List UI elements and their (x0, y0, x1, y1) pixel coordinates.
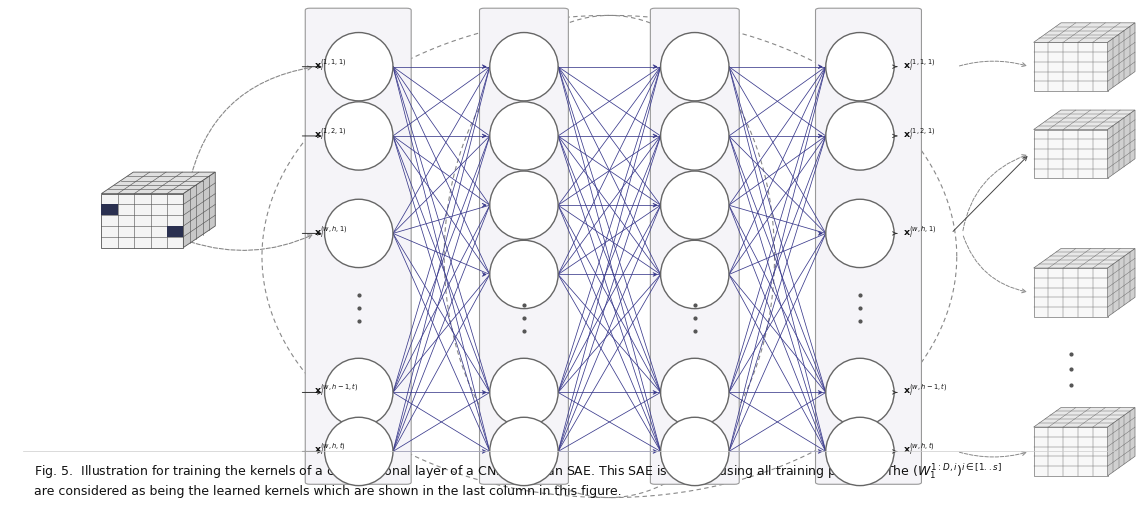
Polygon shape (1034, 43, 1107, 91)
Ellipse shape (826, 358, 894, 427)
Bar (167, 226, 183, 237)
FancyBboxPatch shape (305, 8, 411, 484)
Text: $\mathbf{x}_i^{(1,2,1)}$: $\mathbf{x}_i^{(1,2,1)}$ (903, 127, 935, 142)
Polygon shape (1107, 110, 1134, 179)
FancyBboxPatch shape (650, 8, 739, 484)
Polygon shape (1034, 407, 1134, 427)
Text: $\mathbf{x}_i^{(w,h,1)}$: $\mathbf{x}_i^{(w,h,1)}$ (314, 224, 347, 240)
Ellipse shape (661, 171, 729, 240)
Polygon shape (1034, 110, 1134, 130)
Polygon shape (101, 172, 215, 194)
Polygon shape (1034, 23, 1134, 43)
Ellipse shape (490, 358, 558, 427)
Ellipse shape (661, 417, 729, 486)
Ellipse shape (325, 417, 393, 486)
Ellipse shape (490, 240, 558, 309)
Text: $\mathbf{x}_i^{(1,2,1)}$: $\mathbf{x}_i^{(1,2,1)}$ (314, 127, 346, 142)
Text: $\mathbf{x}_i^{(1,1,1)}$: $\mathbf{x}_i^{(1,1,1)}$ (314, 57, 346, 73)
Text: $\mathbf{x}_i^{(w,h,1)}$: $\mathbf{x}_i^{(w,h,1)}$ (903, 224, 936, 240)
Text: $\mathbf{x}_i^{(w,h-1,t)}$: $\mathbf{x}_i^{(w,h-1,t)}$ (903, 383, 948, 399)
Text: $\mathbf{x}_i^{(w,h,t)}$: $\mathbf{x}_i^{(w,h,t)}$ (314, 442, 346, 458)
Ellipse shape (826, 32, 894, 101)
Bar (101, 205, 117, 215)
Ellipse shape (661, 32, 729, 101)
Ellipse shape (325, 199, 393, 268)
Ellipse shape (826, 199, 894, 268)
Polygon shape (1107, 407, 1134, 476)
Ellipse shape (490, 417, 558, 486)
Ellipse shape (325, 32, 393, 101)
Text: $\mathbf{x}_i^{(w,h,t)}$: $\mathbf{x}_i^{(w,h,t)}$ (903, 442, 935, 458)
Ellipse shape (661, 240, 729, 309)
Polygon shape (1034, 427, 1107, 476)
Text: $\mathbf{x}_i^{(1,1,1)}$: $\mathbf{x}_i^{(1,1,1)}$ (903, 57, 935, 73)
Polygon shape (1107, 249, 1134, 317)
Ellipse shape (490, 171, 558, 240)
Polygon shape (1034, 130, 1107, 179)
Polygon shape (1034, 249, 1134, 268)
Polygon shape (1107, 23, 1134, 91)
Ellipse shape (826, 417, 894, 486)
Ellipse shape (661, 102, 729, 170)
Ellipse shape (661, 358, 729, 427)
Ellipse shape (325, 358, 393, 427)
Ellipse shape (826, 102, 894, 170)
Polygon shape (183, 172, 215, 248)
FancyBboxPatch shape (480, 8, 568, 484)
FancyBboxPatch shape (816, 8, 921, 484)
Ellipse shape (325, 102, 393, 170)
Text: Fig. 5.  Illustration for training the kernels of a convolutional layer of a CNN: Fig. 5. Illustration for training the ke… (34, 462, 1002, 481)
Ellipse shape (490, 102, 558, 170)
Polygon shape (101, 194, 183, 248)
Text: $\mathbf{x}_i^{(w,h-1,t)}$: $\mathbf{x}_i^{(w,h-1,t)}$ (314, 383, 359, 399)
Text: are considered as being the learned kernels which are shown in the last column i: are considered as being the learned kern… (34, 485, 622, 498)
Ellipse shape (490, 32, 558, 101)
Polygon shape (1034, 268, 1107, 317)
